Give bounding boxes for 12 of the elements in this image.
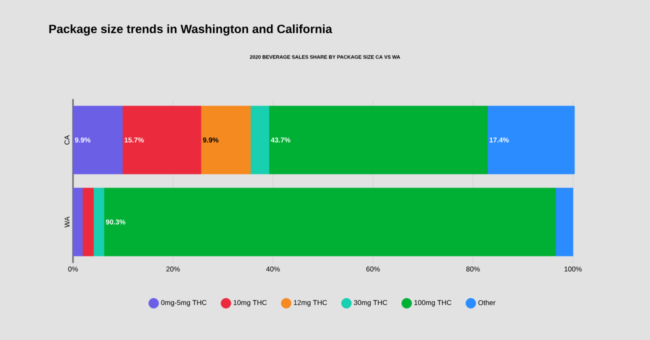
bar	[72, 188, 83, 256]
bar	[72, 106, 123, 174]
bar	[555, 188, 574, 256]
bar	[487, 106, 575, 174]
bar	[82, 188, 94, 256]
bar	[104, 188, 556, 256]
bar	[122, 106, 202, 174]
chart-title: Package size trends in Washington and California	[49, 24, 332, 36]
bar	[93, 188, 104, 256]
bar	[268, 106, 488, 174]
bar	[200, 106, 251, 174]
bar	[250, 106, 270, 174]
